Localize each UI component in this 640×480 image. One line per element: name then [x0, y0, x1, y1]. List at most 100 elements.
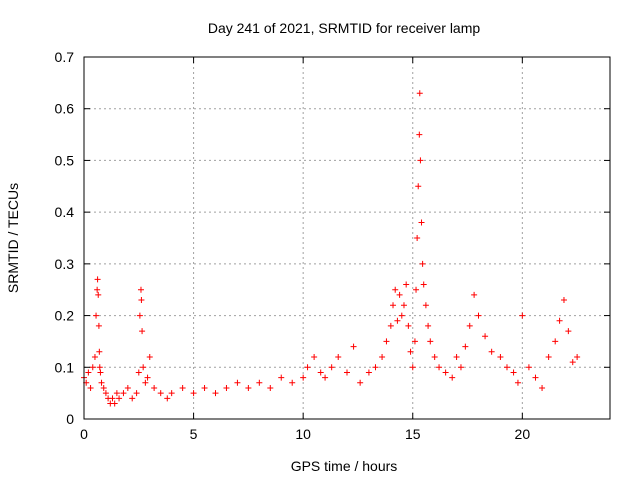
data-point	[471, 291, 478, 298]
data-point	[212, 390, 219, 397]
y-tick-label: 0.2	[55, 308, 75, 324]
data-point	[418, 219, 425, 226]
data-points	[81, 90, 581, 407]
data-point	[142, 379, 149, 386]
data-point	[407, 348, 414, 355]
data-point	[96, 364, 103, 371]
data-point	[427, 338, 434, 345]
data-point	[97, 369, 104, 376]
data-point	[519, 312, 526, 319]
y-tick-label: 0.1	[55, 359, 75, 375]
data-point	[453, 353, 460, 360]
data-point	[357, 379, 364, 386]
data-point	[95, 291, 102, 298]
data-point	[151, 384, 158, 391]
data-point	[416, 90, 423, 97]
data-point	[140, 364, 147, 371]
data-point	[300, 374, 307, 381]
data-point	[425, 322, 432, 329]
data-point	[409, 364, 416, 371]
data-point	[138, 297, 145, 304]
data-point	[311, 353, 318, 360]
chart-title: Day 241 of 2021, SRMTID for receiver lam…	[208, 20, 481, 36]
data-point	[85, 369, 92, 376]
plot-frame	[83, 56, 611, 420]
data-point	[278, 374, 285, 381]
data-point	[111, 400, 118, 407]
data-point	[442, 369, 449, 376]
data-point	[510, 369, 517, 376]
data-point	[317, 369, 324, 376]
data-point	[394, 317, 401, 324]
y-tick-label: 0.4	[55, 204, 75, 220]
y-tick-label: 0.6	[55, 101, 75, 117]
data-point	[96, 348, 103, 355]
data-point	[419, 260, 426, 267]
data-point	[532, 374, 539, 381]
data-point	[201, 384, 208, 391]
x-tick-label: 15	[405, 426, 421, 442]
data-point	[135, 369, 142, 376]
data-point	[100, 384, 107, 391]
data-point	[136, 312, 143, 319]
data-point	[98, 379, 105, 386]
data-point	[124, 384, 131, 391]
y-tick-label: 0.3	[55, 256, 75, 272]
data-point	[322, 374, 329, 381]
data-point	[497, 353, 504, 360]
data-point	[223, 384, 230, 391]
data-point	[390, 302, 397, 309]
data-point	[392, 286, 399, 293]
data-point	[93, 312, 100, 319]
data-point	[514, 379, 521, 386]
data-point	[113, 390, 120, 397]
x-tick-label: 20	[515, 426, 531, 442]
data-point	[475, 312, 482, 319]
data-point	[449, 374, 456, 381]
data-point	[411, 338, 418, 345]
data-point	[396, 291, 403, 298]
data-point	[328, 364, 335, 371]
data-point	[431, 353, 438, 360]
data-point	[94, 286, 101, 293]
data-point	[365, 369, 372, 376]
data-point	[146, 353, 153, 360]
data-point	[95, 322, 102, 329]
data-point	[482, 333, 489, 340]
data-point	[574, 353, 581, 360]
data-point	[91, 353, 98, 360]
data-point	[139, 328, 146, 335]
data-point	[256, 379, 263, 386]
data-point	[116, 395, 123, 402]
data-point	[422, 302, 429, 309]
data-point	[545, 353, 552, 360]
data-point	[539, 384, 546, 391]
data-point	[525, 364, 532, 371]
data-point	[436, 364, 443, 371]
data-point	[129, 395, 136, 402]
data-point	[144, 374, 151, 381]
data-point	[87, 384, 94, 391]
axis-ticks: 0 5 10 15 20 0 0.1 0.2 0.3 0.4 0.5 0.6 0.7	[55, 49, 610, 442]
data-point	[94, 276, 101, 283]
data-point	[414, 235, 421, 241]
data-point	[569, 359, 576, 366]
data-point	[488, 348, 495, 355]
data-point	[400, 302, 407, 309]
data-point	[350, 343, 357, 350]
data-point	[405, 322, 412, 329]
data-point	[102, 390, 109, 397]
y-tick-label: 0.7	[55, 49, 75, 65]
x-tick-label: 10	[295, 426, 311, 442]
y-tick-label: 0	[66, 411, 74, 427]
data-point	[556, 317, 563, 324]
data-point	[304, 364, 311, 371]
data-point	[415, 183, 422, 190]
data-point	[383, 338, 390, 345]
data-point	[398, 312, 405, 319]
x-axis-label: GPS time / hours	[291, 458, 398, 474]
y-axis-label: SRMTID / TECUs	[5, 183, 21, 293]
data-point	[137, 286, 144, 293]
